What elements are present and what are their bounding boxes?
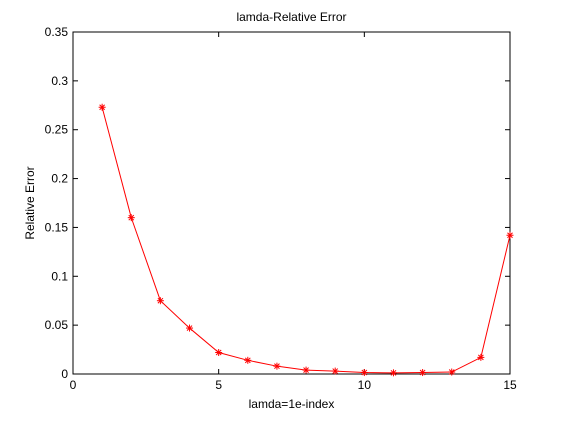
y-axis-label: Relative Error	[23, 166, 37, 239]
x-axis-label: lamda=1e-index	[249, 397, 335, 411]
chart-title: lamda-Relative Error	[236, 10, 346, 24]
data-point-marker	[156, 297, 164, 305]
y-tick-label: 0.3	[51, 74, 68, 88]
data-point-marker	[273, 362, 281, 370]
x-tick-label: 5	[215, 378, 222, 392]
plot-area	[73, 32, 510, 374]
ticks-layer: 0 5 10 15 0 0.05 0.1 0.15 0.2 0.25 0.3 0.35	[45, 25, 517, 392]
x-tick-label: 0	[70, 378, 77, 392]
y-tick-label: 0.05	[45, 318, 69, 332]
data-point-marker	[360, 369, 368, 377]
axes-box	[72, 31, 511, 375]
data-point-marker	[389, 369, 397, 377]
series-layer	[98, 103, 514, 377]
data-point-marker	[244, 356, 252, 364]
data-point-marker	[98, 103, 106, 111]
y-tick-label: 0.35	[45, 25, 69, 39]
x-tick-label: 15	[503, 378, 517, 392]
y-tick-label: 0.15	[45, 220, 69, 234]
y-tick-label: 0.2	[51, 172, 68, 186]
data-point-marker	[419, 369, 427, 377]
y-tick-label: 0.1	[51, 269, 68, 283]
y-tick-label: 0	[61, 367, 68, 381]
data-point-marker	[506, 231, 514, 239]
data-point-marker	[331, 367, 339, 375]
data-point-marker	[127, 214, 135, 222]
y-tick-label: 0.25	[45, 123, 69, 137]
data-point-marker	[215, 349, 223, 357]
data-point-marker	[477, 353, 485, 361]
x-tick-label: 10	[358, 378, 372, 392]
data-point-marker	[302, 366, 310, 374]
data-point-marker	[186, 324, 194, 332]
data-point-marker	[448, 368, 456, 376]
